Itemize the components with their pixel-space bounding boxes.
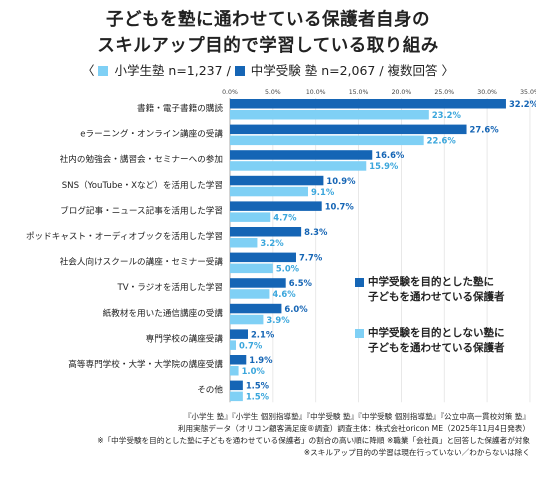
legend-exam: 中学受験を目的とした塾に 子どもを通わせている保護者 (355, 275, 535, 305)
bar-exam (230, 175, 324, 186)
bar-non-exam (230, 366, 239, 376)
footnote-1: 『小学生 塾』『小学生 個別指導塾』『中学受験 塾』『中学受験 個別指導塾』『公… (183, 412, 530, 421)
data-label-non-exam: 5.0% (276, 264, 300, 274)
chart-title-line2: スキルアップ目的で学習している取り組み (97, 36, 439, 56)
data-label-exam: 1.5% (246, 381, 270, 391)
bar-non-exam (230, 391, 243, 402)
data-label-non-exam: 15.9% (369, 161, 399, 171)
category-label: SNS（YouTube・Xなど）を活用した学習 (62, 179, 223, 191)
bar-non-exam (230, 263, 273, 274)
subtitle-elementary: 小学生塾 n=1,237 / (114, 63, 235, 78)
bar-exam (230, 252, 296, 263)
data-label-non-exam: 1.5% (246, 392, 270, 402)
bar-exam (230, 99, 506, 109)
data-label-non-exam: 22.6% (427, 136, 457, 146)
category-label: TV・ラジオを活用した学習 (117, 281, 224, 293)
bar-exam (230, 380, 243, 391)
legend-non-exam: 中学受験を目的としない塾に 子どもを通わせている保護者 (355, 326, 535, 356)
category-label: ポッドキャスト・オーディオブックを活用した学習 (26, 230, 223, 242)
data-label-exam: 2.1% (251, 329, 275, 339)
x-tick-label: 5.0% (265, 89, 281, 96)
data-label-exam: 32.2% (509, 99, 536, 109)
footnotes: 『小学生 塾』『小学生 個別指導塾』『中学受験 塾』『中学受験 個別指導塾』『公… (0, 411, 530, 459)
data-label-exam: 6.0% (284, 304, 308, 314)
data-label-exam: 7.7% (299, 253, 323, 263)
data-label-non-exam: 9.1% (311, 187, 335, 197)
category-label: 書籍・電子書籍の購読 (137, 102, 223, 114)
legend-exam-line1: 中学受験を目的とした塾に (368, 276, 494, 288)
data-label-non-exam: 23.2% (432, 110, 462, 120)
bar-exam (230, 124, 467, 135)
exam-swatch (234, 66, 245, 76)
data-label-non-exam: 0.7% (239, 340, 263, 350)
legend-exam-line2: 子どもを通わせている保護者 (368, 291, 505, 303)
subtitle-close: 〉 (441, 63, 455, 78)
bar-non-exam (230, 161, 367, 171)
category-label: eラーニング・オンライン講座の受講 (80, 128, 223, 140)
bar-exam (230, 355, 247, 365)
x-tick-label: 15.0% (349, 89, 369, 96)
legend-non-exam-line2: 子どもを通わせている保護者 (368, 342, 505, 354)
bar-exam (230, 227, 302, 237)
legend-exam-swatch (355, 278, 364, 287)
bar-non-exam (230, 289, 270, 299)
bar-non-exam (230, 314, 264, 325)
category-label: 社会人向けスクールの講座・セミナー受講 (60, 256, 224, 268)
category-label: 専門学校の講座受講 (146, 332, 224, 344)
data-label-exam: 16.6% (375, 150, 405, 160)
data-label-exam: 27.6% (470, 125, 500, 135)
bar-exam (230, 329, 248, 339)
category-label: 高等専門学校・大学・大学院の講座受講 (68, 358, 223, 370)
bar-non-exam (230, 186, 308, 197)
subtitle-open: 〈 (81, 63, 95, 78)
data-label-non-exam: 3.2% (260, 238, 284, 248)
x-tick-label: 25.0% (434, 89, 454, 96)
data-label-non-exam: 3.9% (266, 315, 290, 325)
data-label-non-exam: 4.6% (272, 289, 296, 299)
bar-non-exam (230, 135, 424, 146)
bar-non-exam (230, 238, 258, 248)
chart-subtitle: 〈 小学生塾 n=1,237 / 中学受験 塾 n=2,067 / 複数回答 〉 (0, 63, 536, 79)
bar-exam (230, 278, 286, 288)
bar-exam (230, 303, 282, 314)
data-label-exam: 10.7% (325, 201, 355, 211)
data-label-non-exam: 1.0% (242, 366, 266, 376)
data-label-non-exam: 4.7% (273, 212, 297, 222)
footnote-3: ※「中学受験を目的とした塾に子どもを通わせている保護者」の割合の高い順に降順 ※… (97, 436, 530, 445)
x-tick-label: 35.0% (520, 89, 536, 96)
x-tick-label: 30.0% (477, 89, 497, 96)
bar-chart: 0.0% 5.0% 10.0% 15.0% 20.0% 25.0% 30.0% 35.0% 書籍… (26, 89, 536, 403)
footnote-4: ※スキルアップ目的の学習は現在行っていない／わからないは除く (303, 448, 530, 457)
x-tick-label: 0.0% (222, 89, 238, 96)
footnote-2: 利用実態データ（オリコン顧客満足度®調査）調査主体：株式会社oricon ME（… (177, 424, 530, 433)
data-label-exam: 10.9% (326, 176, 356, 186)
bar-exam (230, 150, 373, 160)
category-label: その他 (197, 384, 223, 396)
chart-title-line1: 子どもを塾に通わせている保護者自身の (106, 10, 430, 30)
bar-non-exam (230, 110, 429, 120)
category-label: ブログ記事・ニュース記事を活用した学習 (60, 204, 223, 216)
category-label: 社内の勉強会・講習会・セミナーへの参加 (60, 153, 223, 165)
legend-non-exam-line1: 中学受験を目的としない塾に (368, 327, 505, 339)
x-tick-label: 20.0% (392, 89, 412, 96)
elementary-swatch (98, 66, 109, 76)
data-label-exam: 6.5% (289, 278, 313, 288)
bar-exam (230, 201, 322, 211)
subtitle-exam: 中学受験 塾 n=2,067 / 複数回答 (250, 63, 438, 78)
legend-non-exam-swatch (355, 329, 364, 338)
data-label-exam: 1.9% (249, 355, 273, 365)
bar-non-exam (230, 340, 236, 350)
category-label: 紙教材を用いた通信講座の受講 (103, 307, 224, 319)
data-label-exam: 8.3% (304, 227, 328, 237)
x-tick-label: 10.0% (306, 89, 326, 96)
bar-non-exam (230, 212, 271, 222)
